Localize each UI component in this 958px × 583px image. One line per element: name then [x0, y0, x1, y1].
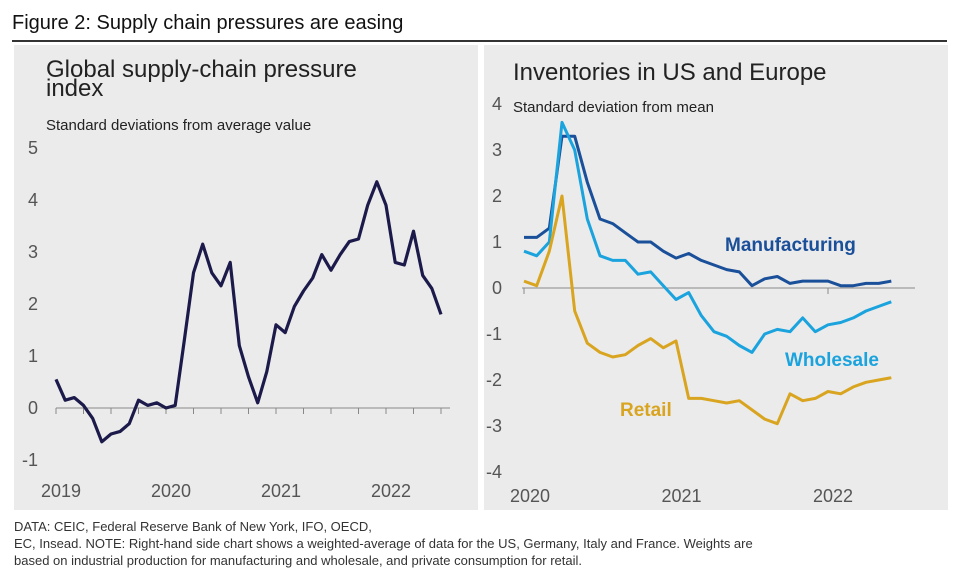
series-label-retail: Retail	[620, 400, 672, 421]
right-x-tick-label: 2022	[813, 486, 853, 506]
right-y-tick-label: -4	[486, 462, 502, 482]
right-y-tick-label: 2	[492, 186, 502, 206]
left-panel	[14, 45, 478, 510]
right-y-tick-label: 1	[492, 232, 502, 252]
left-x-tick-label: 2021	[261, 481, 301, 501]
left-series-line	[54, 180, 443, 444]
series-label-manufacturing: Manufacturing	[725, 235, 856, 256]
left-y-tick-label: 5	[28, 138, 38, 158]
left-y-tick-label: 0	[28, 398, 38, 418]
right-y-tick-label: -2	[486, 370, 502, 390]
left-y-tick-label: -1	[22, 450, 38, 470]
left-x-tick-label: 2022	[371, 481, 411, 501]
right-y-tick-label: 0	[492, 278, 502, 298]
right-y-tick-label: -1	[486, 324, 502, 344]
right-chart-ylabel: Standard deviation from mean	[513, 99, 714, 116]
footer-line3: based on industrial production for manuf…	[14, 553, 583, 568]
left-y-tick-label: 4	[28, 190, 38, 210]
title-rule	[12, 40, 947, 42]
left-x-tick-label: 2020	[151, 481, 191, 501]
series-label-wholesale: Wholesale	[785, 350, 879, 371]
right-y-tick-label: 3	[492, 140, 502, 160]
left-x-tick-label: 2019	[41, 481, 81, 501]
right-chart-title: Inventories in US and Europe	[513, 59, 827, 86]
series-line-retail	[523, 194, 892, 426]
left-y-tick-label: 3	[28, 242, 38, 262]
footer-line2: EC, Insead. NOTE: Right-hand side chart …	[14, 536, 753, 551]
left-y-tick-label: 2	[28, 294, 38, 314]
right-x-tick-label: 2021	[661, 486, 701, 506]
figure-title: Figure 2: Supply chain pressures are eas…	[12, 12, 404, 34]
series-line-manufacturing	[524, 134, 892, 288]
series-line-wholesale	[523, 120, 892, 354]
right-y-tick-label: 4	[492, 94, 502, 114]
left-chart-ylabel: Standard deviations from average value	[46, 117, 311, 134]
left-chart-title-line1: Global supply-chain pressure	[46, 56, 357, 83]
left-y-tick-label: 1	[28, 346, 38, 366]
footer-line1: DATA: CEIC, Federal Reserve Bank of New …	[14, 519, 372, 534]
right-y-tick-label: -3	[486, 416, 502, 436]
right-x-tick-label: 2020	[510, 486, 550, 506]
left-chart-title-line2: index	[46, 75, 103, 102]
